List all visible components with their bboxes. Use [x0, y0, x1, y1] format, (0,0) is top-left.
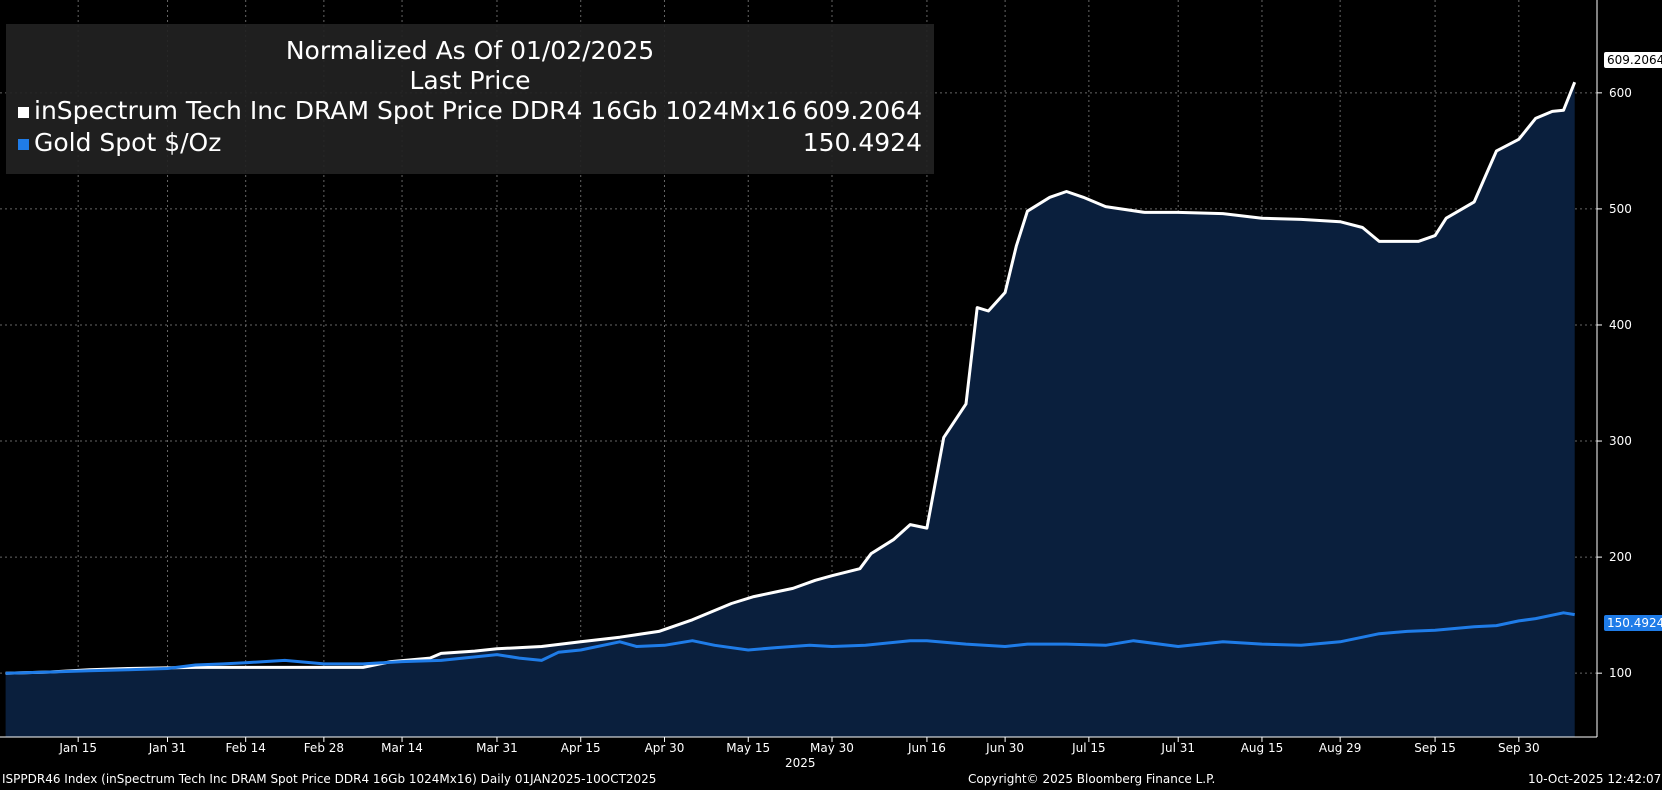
legend-value-dram: 609.2064: [802, 96, 922, 125]
last-price-tag-dram: 609.2064: [1604, 52, 1662, 68]
x-tick-label-feb-14: Feb 14: [226, 741, 266, 755]
x-tick-label-jul-31: Jul 31: [1160, 741, 1195, 755]
series-area-dram: [5, 82, 1575, 737]
series-lines: [5, 81, 1577, 675]
x-tick-label-apr-30: Apr 30: [645, 741, 685, 755]
dram-area-fill: [5, 82, 1575, 737]
x-tick-label-jun-30: Jun 30: [985, 741, 1024, 755]
x-tick-label-apr-15: Apr 15: [561, 741, 601, 755]
legend-value-gold: 150.4924: [802, 128, 922, 157]
footer-timestamp: 10-Oct-2025 12:42:07: [1528, 772, 1662, 786]
y-tick-label-400: 400: [1609, 318, 1632, 332]
footer-copyright: Copyright© 2025 Bloomberg Finance L.P.: [968, 772, 1216, 786]
legend-swatch-dram: [18, 107, 29, 118]
y-tick-label-200: 200: [1609, 550, 1632, 564]
axes: 100 200 300 400 500 600 Jan 15 Jan 31 Feb 14 Feb …: [0, 0, 1632, 755]
x-tick-label-may-30: May 30: [810, 741, 854, 755]
x-tick-label-sep-30: Sep 30: [1498, 741, 1540, 755]
series-line-gold: [5, 611, 1575, 675]
legend-name-gold: Gold Spot $/Oz: [34, 128, 222, 157]
legend-item-gold: Gold Spot $/Oz 150.4924: [18, 128, 922, 160]
x-tick-label-aug-15: Aug 15: [1241, 741, 1284, 755]
last-price-tag-gold: 150.4924: [1604, 615, 1662, 631]
legend-item-dram: inSpectrum Tech Inc DRAM Spot Price DDR4…: [18, 96, 922, 128]
footer-description: ISPPDR46 Index (inSpectrum Tech Inc DRAM…: [2, 772, 657, 786]
x-tick-label-jul-15: Jul 15: [1071, 741, 1106, 755]
x-tick-label-mar-14: Mar 14: [381, 741, 423, 755]
y-tick-label-500: 500: [1609, 202, 1632, 216]
y-tick-label-100: 100: [1609, 666, 1632, 680]
x-axis-year-label: 2025: [785, 756, 816, 770]
legend: Normalized As Of 01/02/2025 Last Price i…: [6, 24, 934, 174]
x-tick-label-mar-31: Mar 31: [476, 741, 518, 755]
x-tick-label-jun-16: Jun 16: [907, 741, 946, 755]
y-tick-label-600: 600: [1609, 86, 1632, 100]
y-tick-label-300: 300: [1609, 434, 1632, 448]
legend-subtitle: Last Price: [409, 66, 531, 95]
x-tick-label-jan-31: Jan 31: [148, 741, 187, 755]
x-tick-label-jan-15: Jan 15: [58, 741, 97, 755]
x-tick-label-feb-28: Feb 28: [304, 741, 344, 755]
x-tick-label-may-15: May 15: [726, 741, 770, 755]
legend-swatch-gold: [18, 139, 29, 150]
legend-name-dram: inSpectrum Tech Inc DRAM Spot Price DDR4…: [34, 96, 798, 125]
legend-title: Normalized As Of 01/02/2025: [285, 36, 655, 65]
x-tick-label-sep-15: Sep 15: [1414, 741, 1456, 755]
series-line-dram: [5, 81, 1577, 675]
x-tick-label-aug-29: Aug 29: [1319, 741, 1362, 755]
